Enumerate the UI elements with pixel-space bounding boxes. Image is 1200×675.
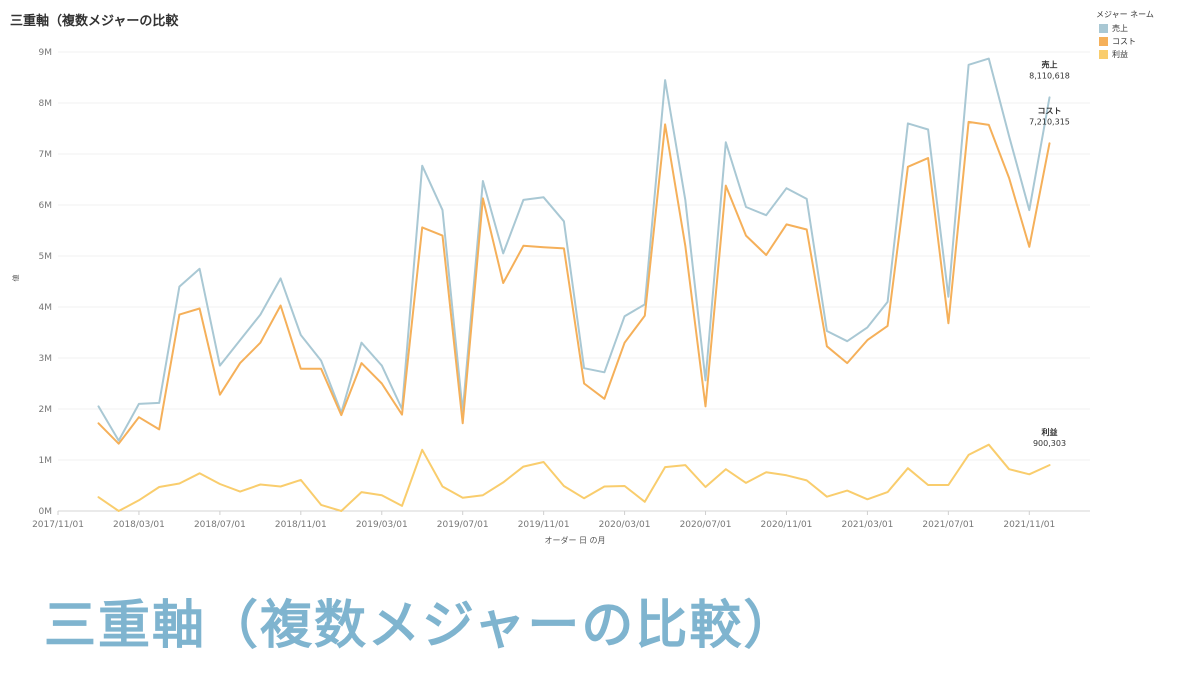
legend-item-profit[interactable]: 利益 (1096, 48, 1154, 61)
y-tick-label: 9M (39, 48, 53, 58)
y-tick-label: 0M (39, 507, 53, 517)
legend-label-cost: コスト (1112, 37, 1136, 46)
x-axis-title: オーダー 日 の月 (544, 535, 605, 545)
x-tick-label: 2021/03/01 (841, 520, 893, 530)
x-tick-label: 2019/03/01 (356, 520, 408, 530)
y-tick-label: 6M (39, 201, 53, 211)
end-labels: 売上 8,110,618 コスト 7,210,315 利益 900,303 (1029, 59, 1070, 448)
legend-swatch-cost (1099, 37, 1108, 46)
series-lines (97, 57, 1051, 512)
legend-item-sales[interactable]: 売上 (1096, 22, 1154, 35)
legend-swatch-sales (1099, 24, 1108, 33)
y-tick-label: 5M (39, 252, 53, 262)
y-tick-label: 3M (39, 354, 53, 364)
x-tick-label: 2020/07/01 (680, 520, 732, 530)
legend-label-profit: 利益 (1112, 50, 1128, 59)
series-line-0 (97, 57, 1051, 442)
y-tick-label: 7M (39, 150, 53, 160)
x-tick-label: 2020/03/01 (599, 520, 651, 530)
legend-swatch-profit (1099, 50, 1108, 59)
end-label-value-2: 900,303 (1033, 439, 1066, 448)
x-tick-label: 2019/07/01 (437, 520, 489, 530)
y-tick-label: 4M (39, 303, 53, 313)
legend-item-cost[interactable]: コスト (1096, 35, 1154, 48)
x-axis: 2017/11/01 2018/03/01 2018/07/01 2018/11/01… (32, 511, 1055, 530)
x-tick-label: 2021/11/01 (1003, 520, 1055, 530)
x-tick-label: 2019/11/01 (518, 520, 570, 530)
y-tick-label: 8M (39, 99, 53, 109)
x-tick-label: 2020/11/01 (761, 520, 813, 530)
chart-title: 三重軸（複数メジャーの比較 (10, 14, 179, 29)
x-tick-label: 2018/11/01 (275, 520, 327, 530)
legend-label-sales: 売上 (1112, 24, 1128, 33)
end-label-name-1: コスト (1038, 106, 1062, 115)
end-label-value-1: 7,210,315 (1029, 117, 1070, 126)
end-label-name-0: 売上 (1042, 59, 1058, 69)
legend-title: メジャー ネーム (1096, 10, 1154, 19)
legend: メジャー ネーム 売上 コスト 利益 (1096, 9, 1154, 61)
y-axis: 0M 1M 2M 3M 4M 5M 6M 7M 8M 9M (39, 48, 53, 517)
series-line-2 (97, 443, 1051, 512)
series-line-1 (97, 120, 1051, 445)
x-tick-label: 2017/11/01 (32, 520, 84, 530)
y-axis-title: 値 (11, 275, 20, 282)
y-tick-label: 2M (39, 405, 53, 415)
end-label-value-0: 8,110,618 (1029, 71, 1070, 80)
x-tick-label: 2021/07/01 (922, 520, 974, 530)
y-tick-label: 1M (39, 456, 53, 466)
gridlines (58, 51, 1090, 512)
line-chart: 0M 1M 2M 3M 4M 5M 6M 7M 8M 9M 2017/11/01 2018/03/0… (11, 48, 1090, 545)
slide-caption: 三重軸（複数メジャーの比較） (44, 596, 798, 656)
x-tick-label: 2018/07/01 (194, 520, 246, 530)
end-label-name-2: 利益 (1041, 427, 1058, 437)
x-tick-label: 2018/03/01 (113, 520, 165, 530)
